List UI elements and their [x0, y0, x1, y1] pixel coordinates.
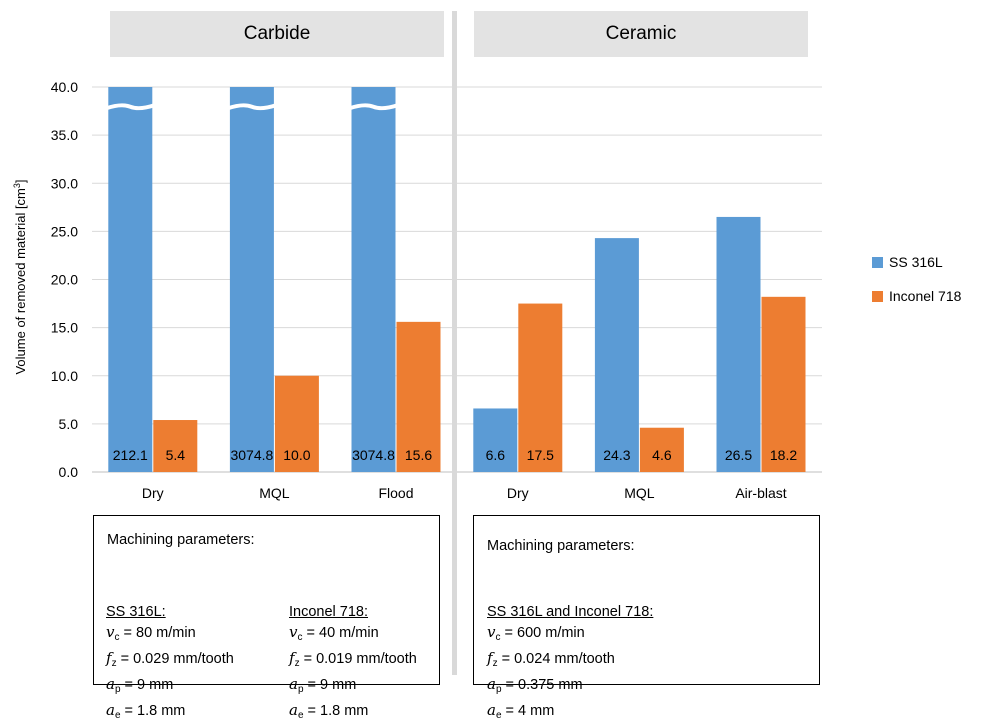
- data-label: 4.6: [652, 447, 672, 463]
- param-ae-ss: ae = 1.8 mm: [106, 701, 186, 721]
- param-vc-both: vc = 600 m/min: [487, 623, 585, 643]
- params-box-ceramic: Machining parameters: SS 316L and Incone…: [473, 515, 820, 721]
- data-label: 15.6: [405, 447, 432, 463]
- bar: [396, 321, 441, 472]
- param-ap-in: ap = 9 mm: [289, 675, 357, 695]
- panel-title-carbide: Carbide: [243, 23, 311, 44]
- params-inconel718: Inconel 718: vc = 40 m/min fz = 0.019 mm…: [289, 602, 417, 726]
- bar: [473, 408, 518, 472]
- bar-chart: 0.0 5.0 10.0 15.0 20.0 25.0 30.0 35.0 40.0 212.1 5…: [51, 11, 822, 675]
- labels: 0.0 5.0 10.0 15.0 20.0 25.0 30.0 35.0 40.0 212.1 5…: [51, 79, 798, 501]
- param-ae-in: ae = 1.8 mm: [289, 701, 369, 721]
- bar: [351, 87, 396, 472]
- panel-header-carbide: Carbide: [110, 11, 444, 57]
- data-label: 212.1: [113, 447, 148, 463]
- y-tick-label: 0.0: [59, 464, 79, 480]
- x-tick-label: MQL: [259, 485, 290, 501]
- x-tick-label: Dry: [507, 485, 529, 501]
- data-label: 6.6: [486, 447, 506, 463]
- panel-header-ceramic: Ceramic: [474, 11, 808, 57]
- legend-swatch-ss316l: [872, 256, 883, 268]
- y-tick-label: 40.0: [51, 79, 78, 95]
- bar: [153, 420, 198, 472]
- bar: [274, 375, 319, 472]
- y-tick-label: 5.0: [59, 416, 79, 432]
- bar: [229, 87, 274, 472]
- legend-swatch-inconel718: [872, 290, 883, 302]
- legend-label-ss316l: SS 316L: [889, 254, 943, 270]
- params-inconel-heading: Inconel 718:: [289, 604, 369, 620]
- data-label: 3074.8: [230, 447, 273, 463]
- axis-break-mark: [227, 103, 277, 111]
- param-vc-ss: vc = 80 m/min: [106, 623, 196, 643]
- bar: [518, 303, 563, 472]
- bar: [594, 238, 639, 472]
- data-label: 17.5: [527, 447, 554, 463]
- y-tick-label: 30.0: [51, 175, 78, 191]
- bar: [716, 216, 761, 472]
- y-tick-label: 35.0: [51, 127, 78, 143]
- y-tick-label: 10.0: [51, 368, 78, 384]
- x-tick-label: Dry: [142, 485, 164, 501]
- param-fz-ss: fz = 0.029 mm/tooth: [106, 649, 234, 669]
- legend-item-inconel718: Inconel 718: [872, 288, 961, 304]
- data-label: 26.5: [725, 447, 752, 463]
- params-ss316l-heading: SS 316L:: [106, 604, 166, 620]
- bar: [761, 296, 806, 472]
- y-axis-label: Volume of removed material [cm3]: [11, 179, 29, 375]
- params-title-carbide: Machining parameters:: [107, 532, 255, 548]
- x-tick-label: Flood: [378, 485, 413, 501]
- params-both-heading: SS 316L and Inconel 718:: [487, 604, 654, 620]
- y-tick-label: 25.0: [51, 223, 78, 239]
- data-label: 24.3: [603, 447, 630, 463]
- params-both: SS 316L and Inconel 718: vc = 600 m/min …: [487, 602, 653, 726]
- param-vc-in: vc = 40 m/min: [289, 623, 379, 643]
- legend-item-ss316l: SS 316L: [872, 254, 943, 270]
- panel-divider: [452, 11, 457, 675]
- params-ss316l: SS 316L: vc = 80 m/min fz = 0.029 mm/too…: [106, 602, 234, 726]
- params-title-ceramic: Machining parameters:: [487, 538, 635, 554]
- panel-title-ceramic: Ceramic: [605, 23, 677, 44]
- param-fz-both: fz = 0.024 mm/tooth: [487, 649, 615, 669]
- bar: [639, 427, 684, 472]
- y-tick-label: 15.0: [51, 320, 78, 336]
- gridlines: [92, 11, 822, 675]
- x-tick-label: MQL: [624, 485, 655, 501]
- param-fz-in: fz = 0.019 mm/tooth: [289, 649, 417, 669]
- params-box-carbide: Machining parameters: SS 316L: vc = 80 m…: [93, 515, 440, 721]
- data-label: 5.4: [166, 447, 186, 463]
- axis-break-mark: [105, 103, 155, 111]
- data-label: 3074.8: [352, 447, 395, 463]
- legend-label-inconel718: Inconel 718: [889, 288, 962, 304]
- y-tick-label: 20.0: [51, 272, 78, 288]
- bar: [108, 87, 153, 472]
- param-ap-ss: ap = 9 mm: [106, 675, 174, 695]
- x-tick-label: Air-blast: [735, 485, 786, 501]
- param-ae-both: ae = 4 mm: [487, 701, 555, 721]
- bars: [105, 87, 806, 472]
- axis-break-mark: [348, 103, 399, 111]
- param-ap-both: ap = 0.375 mm: [487, 675, 583, 695]
- data-label: 10.0: [283, 447, 310, 463]
- data-label: 18.2: [770, 447, 797, 463]
